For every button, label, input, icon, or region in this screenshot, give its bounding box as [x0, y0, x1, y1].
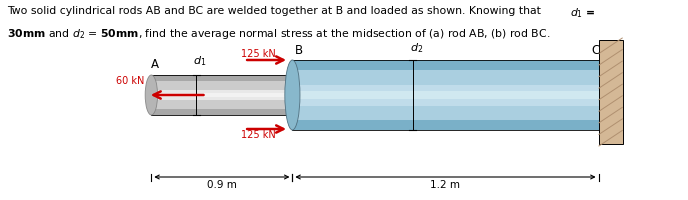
Ellipse shape — [145, 75, 158, 115]
Bar — [151, 75, 292, 115]
Bar — [151, 90, 292, 100]
Bar — [599, 40, 623, 144]
Text: 125 kN: 125 kN — [241, 130, 276, 140]
Bar — [151, 93, 292, 97]
Text: C: C — [591, 44, 599, 57]
Bar — [292, 84, 599, 106]
Text: $d_1$: $d_1$ — [193, 54, 206, 68]
Text: B: B — [294, 44, 303, 57]
Bar — [292, 60, 599, 70]
Text: A: A — [151, 58, 159, 71]
Bar — [151, 75, 292, 81]
Bar — [292, 60, 599, 130]
Text: $\it{d}_1$ =: $\it{d}_1$ = — [570, 6, 595, 20]
Text: $d_2$: $d_2$ — [409, 41, 423, 55]
Text: 125 kN: 125 kN — [241, 49, 276, 59]
Bar — [151, 109, 292, 115]
Ellipse shape — [285, 60, 300, 130]
Text: $\mathbf{30mm}$ and $\it{d}_2$ = $\mathbf{50mm}$, find the average normal stress: $\mathbf{30mm}$ and $\it{d}_2$ = $\mathb… — [7, 27, 550, 41]
Ellipse shape — [287, 75, 298, 115]
Text: 1.2 m: 1.2 m — [431, 180, 460, 190]
Text: 0.9 m: 0.9 m — [207, 180, 237, 190]
Text: 60 kN: 60 kN — [116, 76, 144, 86]
Bar — [292, 91, 599, 99]
Text: Two solid cylindrical rods AB and BC are welded together at B and loaded as show: Two solid cylindrical rods AB and BC are… — [7, 6, 544, 16]
Bar — [292, 120, 599, 130]
